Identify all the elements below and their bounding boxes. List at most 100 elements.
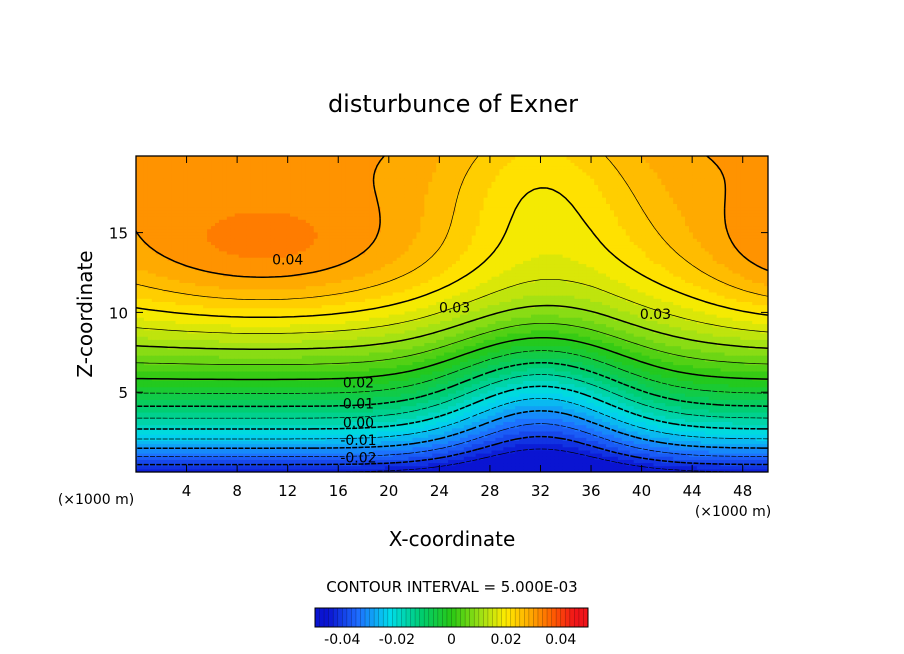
field-cell — [203, 434, 208, 438]
field-cell — [171, 266, 177, 271]
field-cell — [175, 193, 181, 198]
field-cell — [136, 361, 141, 366]
field-cell — [191, 421, 196, 426]
field-cell — [195, 323, 200, 328]
field-cell — [171, 190, 177, 195]
field-cell — [155, 263, 161, 268]
field-cell — [187, 206, 192, 211]
field-cell — [155, 276, 161, 280]
field-cell — [163, 282, 169, 287]
field-cell — [215, 348, 220, 353]
field-cell — [163, 336, 169, 340]
field-cell — [215, 197, 220, 201]
field-cell — [211, 250, 216, 255]
field-cell — [203, 225, 208, 230]
field-cell — [207, 266, 212, 271]
field-cell — [159, 323, 165, 328]
field-cell — [207, 336, 212, 340]
field-cell — [183, 393, 188, 397]
field-cell — [163, 156, 169, 160]
field-cell — [195, 253, 200, 258]
field-cell — [163, 187, 169, 192]
field-cell — [187, 222, 192, 227]
field-cell — [199, 165, 204, 170]
field-cell — [179, 424, 184, 429]
field-cell — [218, 253, 224, 258]
field-cell — [215, 216, 220, 220]
field-cell — [171, 165, 177, 170]
field-cell — [203, 443, 208, 448]
field-cell — [195, 209, 200, 214]
field-cell — [139, 184, 145, 189]
field-cell — [159, 336, 165, 340]
field-cell — [203, 206, 208, 211]
field-cell — [143, 339, 149, 344]
field-cell — [183, 465, 188, 470]
field-cell — [183, 351, 188, 356]
field-cell — [207, 443, 212, 448]
field-cell — [199, 216, 204, 220]
field-cell — [155, 231, 161, 236]
field-cell — [155, 421, 161, 426]
field-cell — [183, 348, 188, 353]
field-cell — [167, 383, 173, 388]
field-cell — [195, 272, 200, 277]
field-cell — [218, 399, 224, 404]
field-cell — [159, 440, 165, 445]
field-cell — [151, 168, 157, 173]
field-cell — [167, 307, 173, 312]
field-cell — [167, 263, 173, 268]
field-cell — [136, 370, 141, 375]
field-cell — [143, 282, 149, 287]
field-cell — [171, 231, 177, 236]
field-cell — [191, 418, 196, 423]
field-cell — [136, 386, 141, 391]
field-cell — [199, 178, 204, 182]
field-cell — [147, 456, 153, 460]
field-cell — [187, 386, 192, 391]
field-cell — [167, 159, 173, 163]
field-cell — [179, 449, 184, 454]
field-cell — [147, 314, 153, 318]
field-cell — [199, 424, 204, 429]
field-cell — [183, 459, 188, 464]
field-cell — [163, 323, 169, 328]
field-cell — [207, 468, 212, 472]
field-cell — [195, 228, 200, 233]
field-cell — [147, 434, 153, 438]
field-cell — [191, 393, 196, 397]
field-cell — [211, 235, 216, 239]
field-cell — [203, 332, 208, 337]
field-cell — [191, 446, 196, 451]
field-cell — [179, 383, 184, 388]
field-cell — [171, 257, 177, 261]
field-cell — [143, 235, 149, 239]
field-cell — [207, 168, 212, 173]
field-cell — [159, 459, 165, 464]
field-cell — [191, 389, 196, 394]
field-cell — [215, 351, 220, 356]
field-cell — [136, 269, 141, 274]
field-cell — [163, 364, 169, 369]
field-cell — [147, 355, 153, 359]
field-cell — [159, 449, 165, 454]
field-cell — [199, 174, 204, 179]
field-cell — [147, 386, 153, 391]
field-cell — [147, 459, 153, 464]
field-cell — [167, 348, 173, 353]
field-cell — [215, 418, 220, 423]
field-cell — [163, 266, 169, 271]
field-cell — [151, 465, 157, 470]
field-cell — [163, 238, 169, 242]
field-cell — [195, 364, 200, 369]
field-cell — [136, 339, 141, 344]
field-cell — [143, 244, 149, 249]
field-cell — [191, 339, 196, 344]
field-cell — [155, 168, 161, 173]
field-cell — [183, 238, 188, 242]
field-cell — [195, 168, 200, 173]
field-cell — [139, 279, 145, 283]
field-cell — [203, 310, 208, 315]
field-cell — [167, 336, 173, 340]
field-cell — [155, 449, 161, 454]
